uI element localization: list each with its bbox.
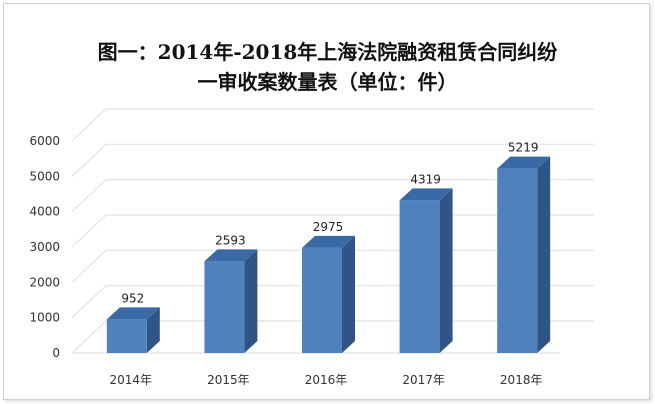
chart-subtitle: 一审收案数量表（单位：件） (197, 70, 458, 94)
bar-side (342, 235, 355, 353)
x-tick-label: 2014年 (110, 373, 153, 387)
x-tick-label: 2017年 (402, 373, 445, 387)
data-label: 2975 (313, 220, 344, 234)
bar (497, 168, 538, 353)
bar-top (399, 188, 453, 201)
bar-side (537, 156, 551, 353)
bar-top (497, 156, 551, 169)
bar (106, 319, 147, 353)
bar-side (244, 249, 258, 353)
chart-title: 图一：2014年-2018年上海法院融资租赁合同纠纷 (97, 40, 558, 64)
x-tick-label: 2018年 (500, 373, 543, 387)
y-tick-label: 5000 (29, 169, 60, 183)
bar-top (302, 235, 355, 248)
y-tick-label: 3000 (29, 240, 60, 254)
y-tick-label: 6000 (29, 134, 60, 148)
bar-top (204, 249, 258, 262)
bar-top (106, 307, 160, 320)
data-label: 2593 (215, 233, 246, 247)
x-tick-label: 2015年 (207, 373, 250, 387)
data-label: 952 (121, 291, 144, 305)
bar (204, 261, 245, 353)
y-tick-label: 0 (52, 346, 60, 360)
data-label: 5219 (508, 141, 539, 155)
bar-side (146, 307, 160, 353)
bar (302, 247, 342, 353)
bar (399, 200, 440, 353)
x-tick-label: 2016年 (305, 373, 348, 387)
y-tick-label: 1000 (29, 311, 60, 325)
gridline (71, 108, 594, 142)
data-label: 4319 (410, 172, 441, 186)
gridline (71, 143, 594, 177)
gridline (71, 179, 594, 213)
bar-side (439, 188, 453, 353)
y-tick-label: 2000 (29, 275, 60, 289)
y-tick-label: 4000 (29, 205, 60, 219)
